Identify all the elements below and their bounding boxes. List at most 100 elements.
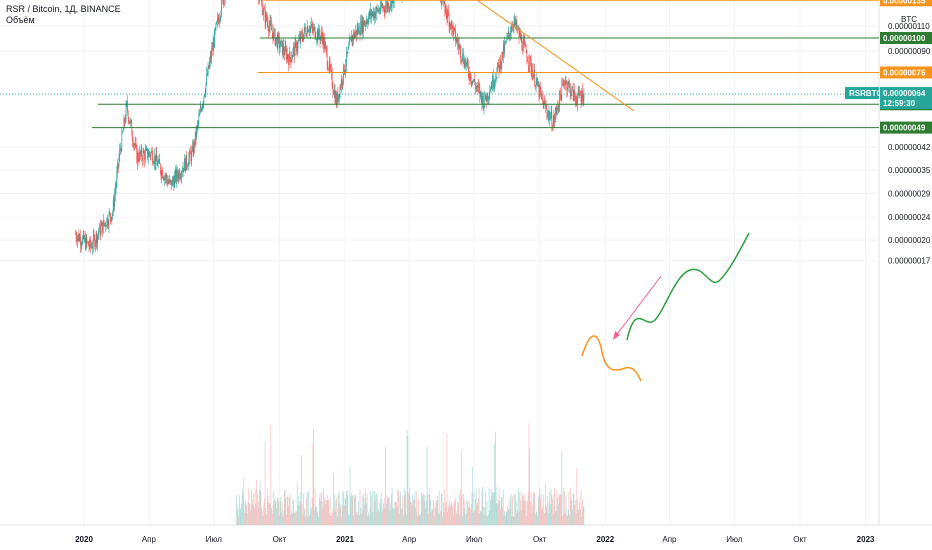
bullish-projection-path: [626, 232, 750, 341]
volume-bar: [413, 499, 414, 525]
volume-bar: [341, 505, 343, 525]
candle-body: [193, 141, 195, 155]
volume-bar: [484, 507, 486, 525]
candle-body: [165, 175, 167, 178]
candle-body: [572, 86, 573, 88]
candle-body: [99, 224, 101, 233]
volume-bar: [313, 509, 315, 525]
candle-body: [488, 97, 490, 98]
volume-bar: [526, 516, 528, 525]
candle-body: [521, 36, 523, 48]
volume-bar: [563, 514, 565, 525]
candle-body: [346, 52, 347, 66]
volume-bar: [522, 495, 523, 525]
y-tick-label: 0.00000029: [888, 189, 931, 198]
candle-body: [560, 95, 562, 101]
volume-bar: [266, 488, 268, 525]
volume-bar: [423, 493, 424, 525]
volume-bar: [403, 515, 404, 525]
volume-bar: [393, 509, 394, 525]
candle-body: [326, 47, 327, 52]
candle-body: [390, 0, 391, 6]
candle-body: [316, 38, 317, 40]
candle-body: [339, 86, 341, 98]
candle-body: [167, 179, 168, 184]
volume-bar: [338, 495, 339, 525]
volume-bar: [440, 494, 442, 525]
volume-bar: [318, 516, 320, 525]
volume-bar: [418, 515, 420, 525]
candle-body: [523, 40, 525, 42]
volume-bar: [342, 490, 344, 525]
volume-bar: [458, 493, 460, 525]
volume-bar: [530, 501, 531, 525]
volume-bar: [331, 515, 332, 525]
candle-body: [558, 106, 560, 108]
volume-bar: [535, 511, 537, 525]
volume-bar: [317, 511, 319, 525]
candle-body: [197, 124, 198, 128]
volume-bar: [381, 506, 383, 525]
candle-body: [154, 155, 155, 164]
volume-bar: [481, 490, 483, 525]
volume-bar: [501, 497, 503, 525]
volume-bar: [285, 498, 287, 525]
candle-body: [277, 35, 279, 49]
candle-body: [303, 33, 304, 41]
candle-body: [379, 10, 381, 12]
price-level-tag-label: 0.00000135: [883, 0, 926, 5]
candle-body: [334, 90, 336, 103]
volume-bar: [482, 487, 484, 525]
candle-body: [581, 90, 583, 102]
candle-body: [538, 84, 540, 97]
candle-body: [346, 52, 348, 54]
candle-body: [366, 20, 368, 23]
x-tick-label: 2023: [857, 535, 875, 544]
volume-bar: [468, 499, 470, 525]
y-tick-label: 0.00000020: [888, 236, 931, 245]
last-price-countdown: 12:59:30: [883, 99, 916, 108]
volume-bar: [254, 508, 255, 525]
candle-body: [147, 148, 148, 158]
volume-bar: [309, 513, 311, 525]
candle-body: [391, 0, 393, 8]
volume-bar: [340, 505, 342, 525]
candle-body: [465, 59, 466, 66]
volume-bar: [366, 493, 368, 525]
volume-bar: [448, 499, 450, 525]
candle-body: [306, 26, 308, 36]
candle-body: [291, 56, 293, 59]
candle-body: [496, 69, 498, 79]
candle-body: [289, 52, 290, 65]
candle-body: [456, 39, 458, 42]
candle-body: [505, 41, 507, 43]
price-level-tag: [880, 121, 932, 134]
candle-body: [92, 234, 94, 247]
candle-body: [445, 5, 446, 13]
volume-bar: [236, 509, 238, 525]
volume-bar: [571, 500, 573, 525]
candle-body: [300, 32, 302, 42]
candle-body: [206, 73, 208, 83]
volume-bar: [454, 502, 456, 525]
candle-body: [467, 59, 469, 66]
candle-body: [487, 97, 489, 100]
volume-bar: [385, 504, 387, 525]
volume-bar: [374, 501, 376, 525]
volume-bar: [332, 509, 334, 525]
volume-bar: [251, 499, 253, 525]
candle-body: [209, 61, 210, 68]
candle-body: [356, 30, 357, 36]
candle-body: [562, 83, 563, 85]
volume-bar: [329, 496, 331, 525]
candle-body: [199, 113, 200, 117]
volume-bar: [303, 493, 305, 525]
candle-body: [269, 20, 271, 27]
candle-body: [460, 57, 462, 60]
volume-bar: [470, 509, 471, 525]
volume-bar: [258, 501, 260, 525]
candle-body: [552, 122, 554, 129]
volume-bar: [377, 495, 379, 525]
candle-body: [94, 236, 96, 247]
